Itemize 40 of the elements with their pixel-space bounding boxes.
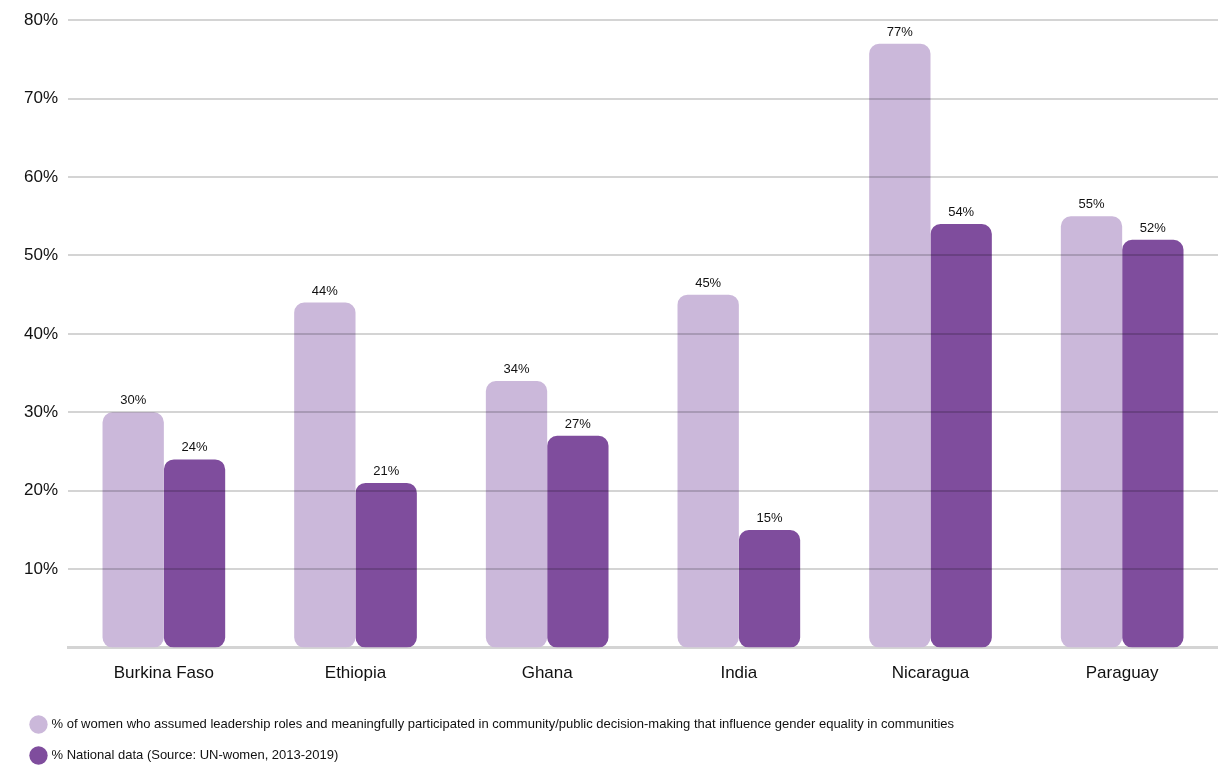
bar [869,43,931,648]
data-label: 45% [695,274,722,290]
y-tick-label: 40% [23,323,59,343]
bar [485,380,548,648]
data-label: 44% [311,282,339,298]
y-tick-label: 70% [23,88,59,108]
x-tick-label: Nicaragua [891,663,970,683]
y-tick-label: 30% [23,402,59,422]
bar [102,412,164,648]
y-tick-label: 60% [23,166,59,186]
bar [294,302,356,648]
data-label: 21% [373,462,400,478]
bar [1060,216,1123,648]
x-tick-label: Paraguay [1085,663,1160,683]
bar [355,482,417,648]
y-tick-label: 80% [23,9,59,29]
legend-label: % of women who assumed leadership roles and meaningfully participated in community/public decision-making that influence gender equality in communities [51,716,955,732]
y-tick-label: 50% [23,245,59,265]
x-tick-label: India [720,663,758,683]
bar [677,294,739,648]
x-tick-label: Ghana [521,663,574,683]
data-label: 27% [564,415,592,431]
legend-label: % National data (Source: UN-women, 2013-2019) [51,747,339,763]
bar [163,459,226,648]
x-tick-label: Burkina Faso [113,663,214,683]
bar [547,435,609,648]
data-label: 15% [756,510,783,526]
data-label: 55% [1078,196,1105,212]
data-label: 24% [181,439,208,455]
data-label: 54% [948,204,975,220]
x-tick-label: Ethiopia [324,663,387,683]
data-label: 52% [1139,219,1167,235]
y-tick-label: 10% [23,558,59,578]
bar [738,529,801,648]
data-label: 77% [886,23,914,39]
bar [1122,239,1184,648]
data-label: 30% [120,392,147,408]
data-label: 34% [503,361,530,377]
y-tick-label: 20% [23,480,59,500]
bar [930,224,992,648]
